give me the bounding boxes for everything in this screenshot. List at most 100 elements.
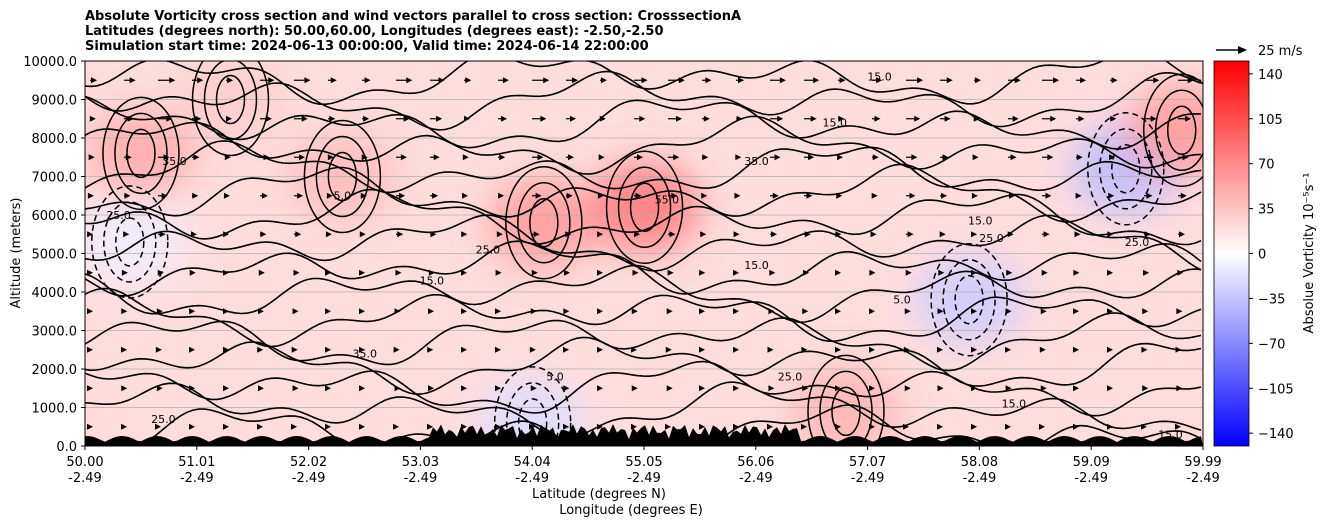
wind-vector-head bbox=[942, 154, 949, 161]
wind-vector-head bbox=[543, 77, 550, 84]
wind-vector-head bbox=[502, 77, 509, 84]
y-tick-label: 0.0 bbox=[56, 440, 77, 455]
wind-vector-head bbox=[1176, 308, 1183, 315]
wind-vector-head bbox=[325, 269, 331, 276]
x-tick-label-longitude: -2.49 bbox=[963, 471, 997, 486]
wind-vector-head bbox=[1040, 308, 1047, 315]
wind-vector-head bbox=[260, 231, 267, 238]
wind-vector-head bbox=[876, 77, 883, 84]
contour-loop bbox=[942, 258, 996, 341]
wind-vector-head bbox=[292, 385, 299, 392]
wind-vector-head bbox=[911, 154, 918, 161]
wind-vector-head bbox=[400, 154, 407, 161]
wind-vector-head bbox=[701, 192, 708, 199]
wind-vector-head bbox=[291, 423, 297, 430]
contour-loop bbox=[1154, 89, 1203, 172]
wind-vector-head bbox=[325, 423, 331, 430]
wind-vector-head bbox=[810, 115, 817, 122]
wind-vector-head bbox=[597, 308, 603, 315]
wind-vector-head bbox=[907, 231, 914, 238]
wind-vector-head bbox=[700, 231, 707, 238]
contour-loop bbox=[126, 128, 156, 179]
contour-loop bbox=[215, 74, 246, 125]
contour-loop bbox=[115, 217, 145, 267]
contour-loop bbox=[114, 112, 168, 195]
wind-vector-head bbox=[904, 385, 911, 392]
wind-vector-head bbox=[257, 423, 263, 430]
x-tick-label-latitude: 54.04 bbox=[514, 455, 551, 470]
wind-vector-head bbox=[835, 231, 842, 238]
wind-vector-head bbox=[1047, 154, 1054, 161]
wind-vector-head bbox=[703, 115, 710, 122]
wind-vector-head bbox=[869, 385, 875, 392]
wind-vector-head bbox=[869, 308, 875, 315]
wind-vector-head bbox=[195, 115, 202, 122]
wind-vector-head bbox=[156, 308, 163, 315]
wind-vector-head bbox=[495, 269, 502, 276]
wind-vector-head bbox=[637, 154, 644, 161]
contour-line bbox=[85, 312, 1202, 372]
wind-vector-head bbox=[1153, 77, 1160, 84]
wind-vector-head bbox=[169, 77, 176, 84]
wind-vector-head bbox=[600, 77, 607, 84]
wind-vector-head bbox=[835, 269, 841, 276]
wind-vector-head bbox=[495, 346, 501, 353]
wind-vector-head bbox=[1073, 308, 1079, 315]
contour-line bbox=[85, 115, 1202, 175]
wind-vector-head bbox=[699, 308, 705, 315]
contour-label: 5.0 bbox=[334, 190, 352, 203]
wind-vector-head bbox=[635, 192, 642, 199]
wind-vector-head bbox=[665, 346, 672, 353]
wind-vector-head bbox=[870, 231, 877, 238]
wind-vector-head bbox=[673, 154, 680, 161]
wind-vector-head bbox=[155, 346, 162, 353]
wind-vector-head bbox=[837, 154, 844, 161]
contour-label: 15.0 bbox=[1002, 398, 1027, 411]
x-tick-label-latitude: 53.03 bbox=[402, 455, 439, 470]
wind-vector-head bbox=[971, 192, 978, 199]
wind-vector-head bbox=[903, 423, 909, 430]
colorbar-tick-label: 140 bbox=[1258, 68, 1283, 83]
wind-vector-head bbox=[461, 269, 467, 276]
wind-vector-head bbox=[529, 423, 535, 430]
wind-vector-head bbox=[293, 269, 300, 276]
wind-vector-head bbox=[87, 385, 93, 392]
wind-vector-head bbox=[301, 115, 308, 122]
contour-label: 15.0 bbox=[968, 215, 993, 228]
vorticity-feature bbox=[1126, 85, 1203, 176]
wind-vector-head bbox=[563, 423, 569, 430]
wind-vector-head bbox=[676, 115, 683, 122]
wind-vector-head bbox=[597, 423, 603, 430]
wind-vector-head bbox=[298, 154, 305, 161]
wind-vector-head bbox=[359, 308, 365, 315]
wind-vector-head bbox=[403, 115, 410, 122]
contour-line bbox=[85, 264, 1202, 324]
wind-vector-head bbox=[533, 231, 540, 238]
contour-loop bbox=[102, 96, 180, 211]
contour-loop bbox=[203, 61, 258, 141]
wind-vector-head bbox=[121, 385, 128, 392]
y-tick-label: 7000.0 bbox=[32, 171, 78, 186]
contour-loop bbox=[819, 370, 873, 446]
wind-vector-head bbox=[1074, 231, 1081, 238]
wind-vector-head bbox=[496, 231, 503, 238]
wind-vector-head bbox=[223, 308, 229, 315]
wind-vector-head bbox=[359, 385, 365, 392]
contour-line bbox=[85, 360, 1202, 417]
wind-vector-head bbox=[393, 423, 399, 430]
contour-line bbox=[85, 287, 1202, 348]
wind-vector-head bbox=[1080, 77, 1087, 84]
wind-vector-head bbox=[1150, 115, 1157, 122]
wind-vector-head bbox=[836, 192, 843, 199]
wind-vector-head bbox=[802, 308, 809, 315]
wind-vector-head bbox=[465, 77, 472, 84]
wind-vector-head bbox=[87, 192, 94, 199]
wind-vector-head bbox=[639, 115, 646, 122]
contour-loop bbox=[505, 165, 583, 280]
contour-loop bbox=[1111, 144, 1141, 194]
terrain-profile bbox=[85, 424, 1203, 446]
contour-loop bbox=[807, 354, 885, 446]
wind-vector-head bbox=[125, 154, 132, 161]
wind-vector-head bbox=[87, 346, 93, 353]
wind-vector-head bbox=[1143, 269, 1150, 276]
